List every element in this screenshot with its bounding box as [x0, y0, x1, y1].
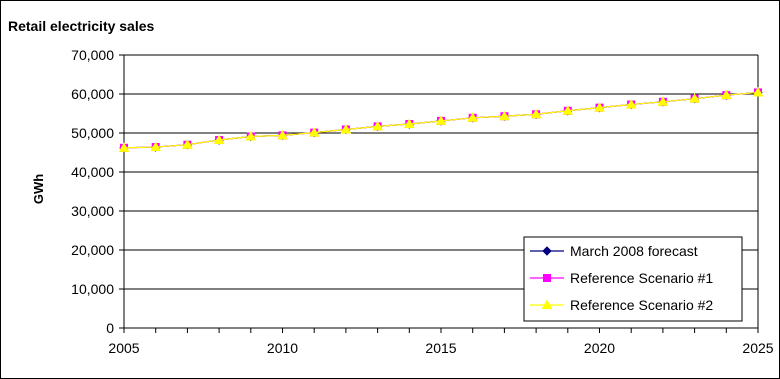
legend-label: Reference Scenario #1: [570, 270, 713, 286]
data-point: [182, 139, 193, 149]
legend-marker-icon: [543, 274, 551, 282]
data-point: [530, 108, 542, 119]
data-point: [403, 118, 415, 129]
y-tick-label: 30,000: [71, 203, 114, 219]
data-point: [150, 141, 162, 152]
data-point: [277, 129, 288, 140]
series-layer: [118, 86, 764, 153]
y-tick-label: 10,000: [71, 281, 114, 297]
data-point: [372, 120, 383, 131]
chart-title: Retail electricity sales: [8, 18, 155, 34]
legend-label: Reference Scenario #2: [570, 297, 713, 313]
data-point: [213, 134, 225, 145]
x-tick-label: 2025: [742, 340, 773, 356]
data-point: [499, 110, 510, 121]
x-tick-label: 2020: [584, 340, 615, 356]
y-tick-label: 50,000: [71, 125, 114, 141]
y-tick-label: 70,000: [71, 47, 114, 63]
data-point: [435, 115, 447, 125]
y-axis-label: GWh: [31, 174, 46, 204]
axes: 0 10,000 20,000 30,000 40,000 50,000 60,000 70,…: [71, 47, 774, 356]
data-point: [752, 86, 764, 97]
data-point: [562, 105, 574, 115]
gridlines: [124, 54, 758, 290]
data-point: [625, 99, 637, 109]
legend-label: March 2008 forecast: [570, 243, 698, 259]
data-point: [340, 123, 352, 134]
y-tick-label: 40,000: [71, 164, 114, 180]
legend: March 2008 forecast Reference Scenario #1…: [523, 236, 743, 322]
data-point: [594, 102, 605, 112]
y-tick-label: 60,000: [71, 86, 114, 102]
x-tick-label: 2015: [425, 340, 456, 356]
x-tick-label: 2005: [108, 340, 139, 356]
data-point: [720, 89, 732, 100]
legend-marker-icon: [541, 299, 553, 309]
y-tick-label: 0: [106, 320, 114, 336]
data-point: [118, 142, 130, 152]
data-point: [308, 127, 320, 137]
data-point: [245, 130, 257, 141]
y-tick-label: 20,000: [71, 242, 114, 258]
data-point: [657, 96, 669, 106]
series-3: [118, 86, 764, 152]
legend-marker-icon: [542, 246, 552, 256]
data-point: [467, 112, 479, 122]
data-point: [689, 93, 700, 103]
x-tick-label: 2010: [267, 340, 298, 356]
